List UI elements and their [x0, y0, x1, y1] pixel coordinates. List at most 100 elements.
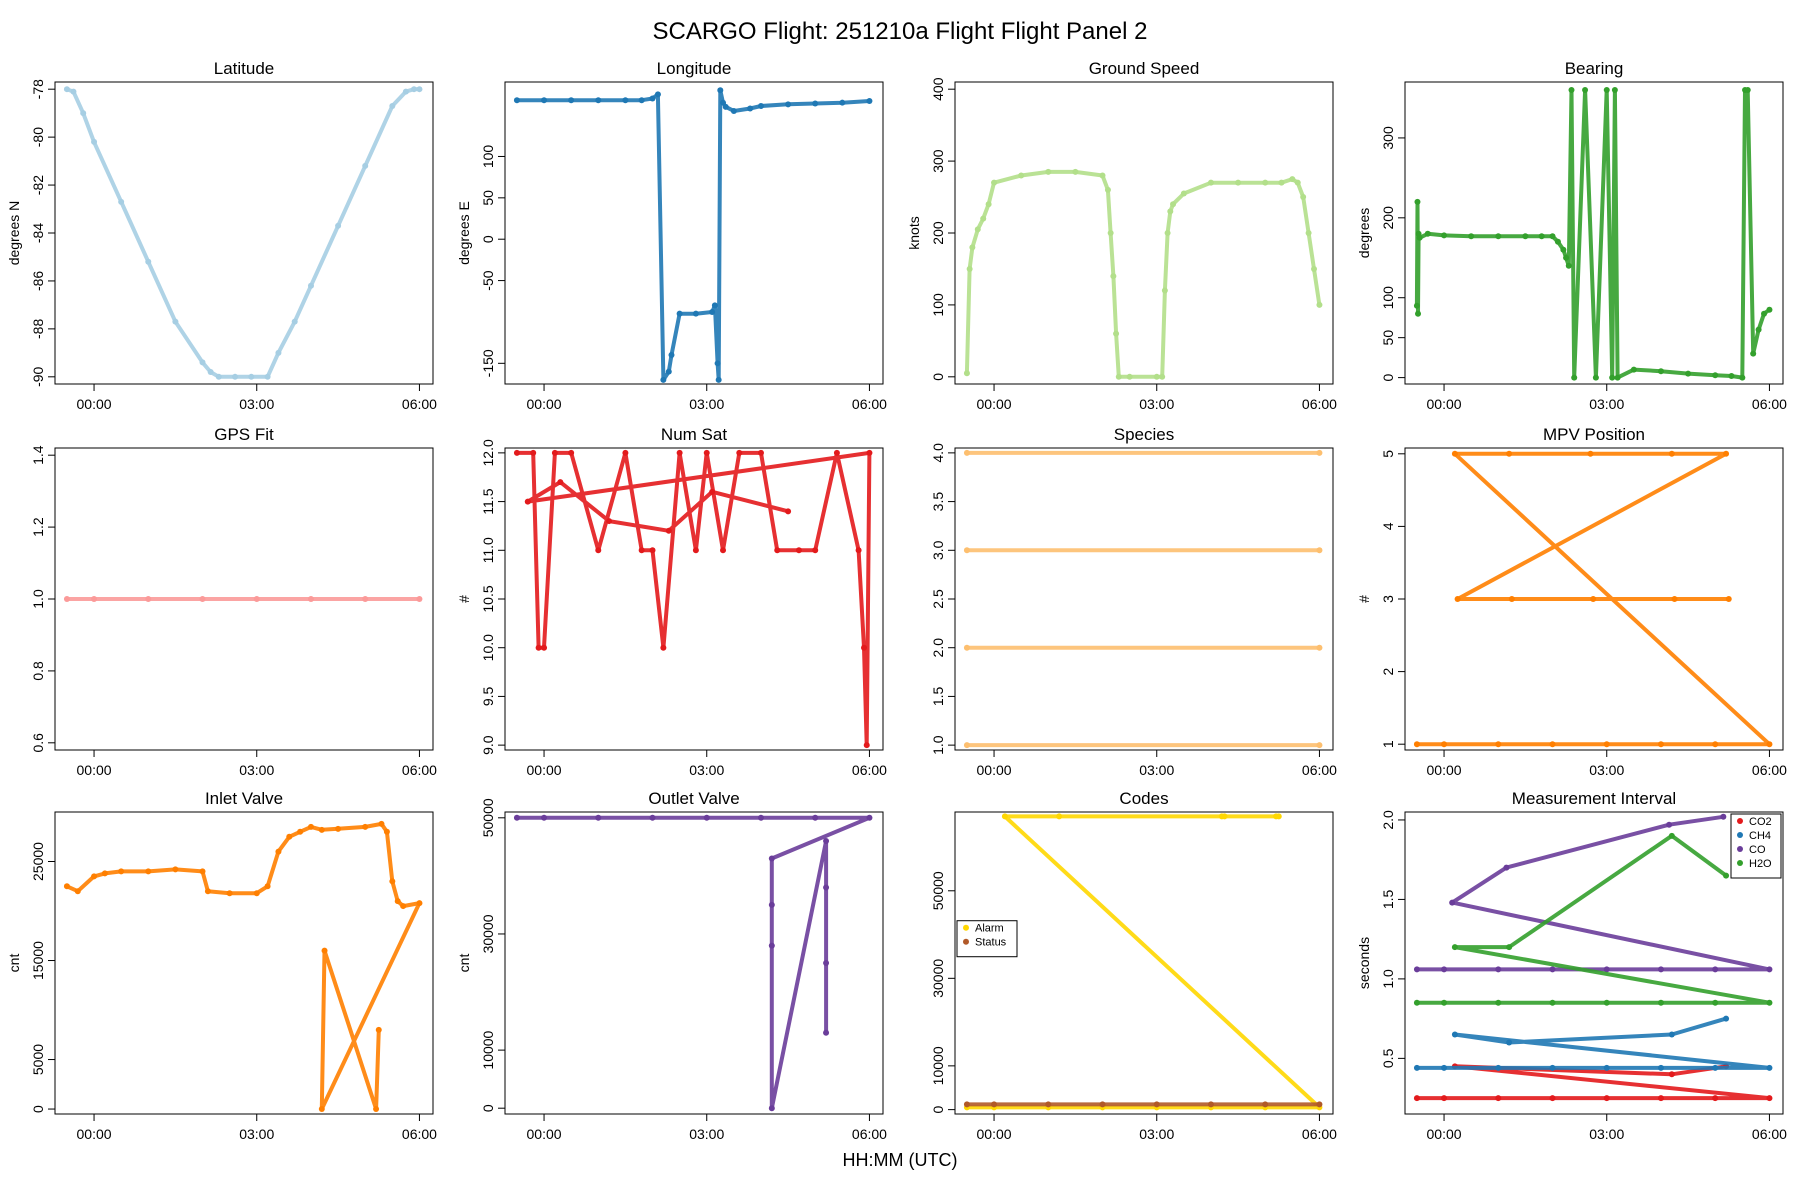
data-point	[1451, 450, 1458, 457]
data-point	[335, 825, 342, 832]
data-point	[253, 596, 260, 602]
data-point	[568, 97, 575, 104]
y-tick-label: 11.5	[480, 488, 496, 514]
data-point	[774, 547, 781, 554]
data-point	[1424, 230, 1431, 237]
data-point	[795, 547, 802, 554]
data-point	[1001, 813, 1008, 820]
data-point	[1454, 596, 1461, 602]
y-tick-label: -88	[30, 319, 46, 339]
data-point	[118, 868, 125, 875]
data-point	[541, 814, 548, 821]
data-point	[389, 102, 396, 109]
x-tick-label: 00:00	[1427, 1126, 1462, 1142]
data-point	[1506, 450, 1513, 457]
chart-outlet-valve: Outlet Valve 00:00 03:00 06:00 0 10000 30000 50…	[456, 789, 887, 1142]
chart-mpv-position: MPV Position 00:00 03:00 06:00 1 2 3 4 5 #	[1356, 425, 1787, 778]
data-point	[291, 318, 298, 325]
data-point	[1657, 999, 1664, 1006]
data-point	[768, 1105, 775, 1112]
data-point	[1766, 741, 1773, 748]
y-tick-label: -82	[30, 175, 46, 195]
data-point	[321, 947, 328, 954]
chart-title-num-sat: Num Sat	[661, 425, 727, 444]
y-tick-label: 4	[1380, 522, 1396, 530]
data-point	[394, 898, 401, 905]
data-point	[1153, 1101, 1160, 1108]
x-tick-label: 00:00	[77, 396, 112, 412]
data-point	[1712, 966, 1719, 973]
data-point	[703, 449, 710, 456]
y-tick-label: 400	[930, 77, 946, 101]
data-point	[715, 376, 722, 383]
data-point	[1668, 450, 1675, 457]
data-point	[1766, 999, 1773, 1006]
data-point	[676, 310, 683, 317]
x-tick-label: 06:00	[402, 396, 437, 412]
data-point	[1761, 310, 1768, 317]
data-point	[1278, 179, 1285, 186]
series-line-inlet-valve	[66, 821, 422, 1111]
y-tick-label: 5000	[30, 1044, 46, 1075]
y-tick-label: 0.5	[1380, 1048, 1396, 1068]
data-point	[866, 449, 873, 456]
data-point	[535, 644, 542, 651]
series-line-mpv-position	[1416, 451, 1772, 747]
x-tick-label: 03:00	[1139, 762, 1174, 778]
data-point	[1508, 596, 1515, 602]
data-point	[389, 878, 396, 885]
data-point	[1441, 999, 1448, 1006]
data-point	[1441, 1095, 1448, 1102]
data-point	[400, 903, 407, 910]
data-point	[714, 360, 721, 367]
data-point	[665, 527, 672, 534]
data-point	[757, 449, 764, 456]
data-point	[145, 868, 152, 875]
data-point	[530, 449, 537, 456]
plot-frame-ground-speed	[954, 81, 1334, 385]
data-point	[785, 508, 792, 515]
data-point	[665, 368, 672, 375]
x-tick-label: 00:00	[1427, 762, 1462, 778]
data-point	[557, 479, 564, 486]
x-tick-label: 00:00	[77, 1126, 112, 1142]
data-point	[768, 901, 775, 908]
data-point	[1723, 872, 1730, 879]
legend-codes: Alarm Status	[956, 920, 1018, 958]
chart-title-inlet-valve: Inlet Valve	[205, 789, 283, 808]
data-point	[215, 373, 222, 380]
y-tick-label: 0.8	[30, 661, 46, 681]
x-tick-label: 03:00	[239, 1126, 274, 1142]
data-point	[1159, 373, 1166, 380]
data-point	[1072, 168, 1079, 175]
x-tick-label: 06:00	[402, 1126, 437, 1142]
data-point	[1720, 813, 1727, 820]
data-point	[720, 547, 727, 554]
data-point	[1262, 179, 1269, 186]
data-point	[199, 868, 206, 875]
x-tick-label: 03:00	[1589, 396, 1624, 412]
x-tick-label: 06:00	[1752, 762, 1787, 778]
data-point	[1630, 366, 1637, 373]
y-tick-label: 100	[930, 293, 946, 317]
chart-species: Species 00:00 03:00 06:00 1.0 1.5 2.0 2.5 3.0 3.5…	[930, 425, 1337, 778]
data-point	[307, 282, 314, 289]
data-point	[1289, 176, 1296, 183]
series-line-ground-speed	[964, 169, 1322, 379]
figure-title: SCARGO Flight: 251210a Flight Flight Pan…	[652, 18, 1148, 45]
data-point	[980, 215, 987, 222]
data-point	[1657, 741, 1664, 748]
data-point	[717, 87, 724, 94]
data-point	[1657, 1095, 1664, 1102]
data-point	[63, 86, 70, 93]
data-point	[595, 97, 602, 104]
data-point	[1668, 1071, 1675, 1078]
data-point	[1316, 449, 1323, 456]
y-tick-label: 10.5	[480, 585, 496, 612]
plot-frame-latitude	[54, 81, 434, 385]
data-point	[1657, 1064, 1664, 1071]
data-point	[963, 547, 970, 554]
x-tick-label: 00:00	[977, 396, 1012, 412]
y-axis-label-inlet-valve: cnt	[6, 954, 22, 973]
data-point	[1712, 372, 1719, 379]
